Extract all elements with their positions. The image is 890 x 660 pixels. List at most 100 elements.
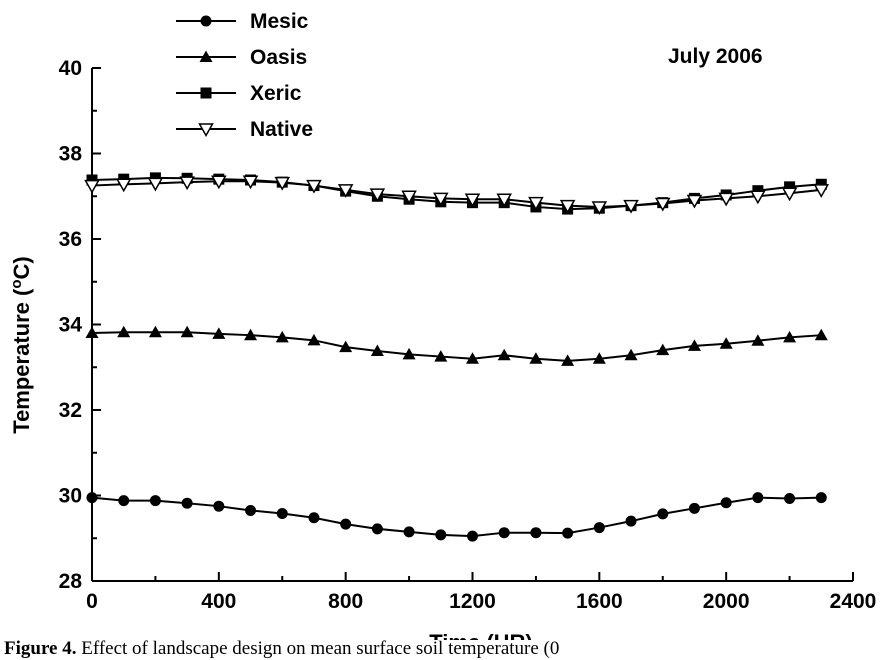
data-point-oasis bbox=[751, 334, 765, 346]
data-point-native bbox=[750, 190, 766, 205]
data-point-mesic bbox=[625, 515, 637, 527]
data-point-oasis bbox=[212, 327, 226, 339]
data-point-native bbox=[369, 188, 386, 203]
data-point-mesic bbox=[276, 507, 288, 519]
data-point-native bbox=[559, 199, 576, 214]
data-point-oasis bbox=[275, 330, 289, 343]
data-point-native bbox=[718, 192, 734, 207]
data-point-mesic bbox=[467, 530, 478, 542]
series-native bbox=[84, 175, 830, 215]
data-point-mesic bbox=[562, 527, 574, 539]
legend-item-mesic: Mesic bbox=[176, 10, 309, 33]
data-point-oasis bbox=[85, 326, 99, 339]
data-point-native bbox=[654, 197, 671, 212]
data-point-native bbox=[179, 176, 195, 191]
data-point-native bbox=[401, 190, 417, 205]
data-point-oasis bbox=[561, 354, 575, 366]
data-point-mesic bbox=[498, 527, 510, 539]
data-point-mesic bbox=[435, 529, 447, 541]
series-xeric bbox=[86, 172, 827, 215]
y-tick-label: 30 bbox=[59, 485, 82, 508]
x-axis-label: Time (HR) bbox=[429, 630, 533, 640]
data-point-native bbox=[211, 175, 227, 190]
data-point-mesic bbox=[181, 497, 193, 509]
data-point-native bbox=[813, 184, 830, 198]
series-line-oasis bbox=[91, 331, 822, 362]
data-point-mesic bbox=[752, 492, 764, 504]
data-point-native bbox=[242, 175, 259, 190]
data-point-native bbox=[496, 193, 512, 208]
legend-marker-oasis bbox=[199, 50, 213, 62]
data-point-oasis bbox=[497, 348, 511, 361]
data-point-mesic bbox=[593, 522, 605, 534]
y-tick-label: 34 bbox=[59, 314, 83, 337]
data-point-oasis bbox=[307, 333, 321, 346]
data-point-mesic bbox=[245, 504, 257, 516]
data-point-mesic bbox=[530, 527, 542, 539]
data-point-oasis bbox=[719, 337, 733, 349]
legend-label-xeric: Xeric bbox=[250, 82, 302, 105]
data-point-native bbox=[781, 187, 798, 202]
series-line-mesic bbox=[91, 496, 822, 538]
data-point-oasis bbox=[529, 352, 543, 364]
data-point-oasis bbox=[339, 340, 353, 353]
y-axis-label-part: C) bbox=[9, 256, 34, 279]
figure-caption: Figure 4. Effect of landscape design on … bbox=[4, 638, 890, 660]
data-point-oasis bbox=[117, 325, 131, 338]
figure-caption-label: Figure 4. bbox=[4, 638, 77, 659]
x-tick-label: 1200 bbox=[449, 590, 496, 613]
data-point-mesic bbox=[403, 526, 415, 538]
data-point-native bbox=[84, 179, 100, 194]
data-point-mesic bbox=[815, 492, 827, 504]
data-point-native bbox=[433, 192, 449, 207]
x-tick-label: 1600 bbox=[576, 590, 623, 613]
legend-marker-native bbox=[198, 123, 214, 138]
y-tick-label: 36 bbox=[59, 228, 82, 251]
data-point-mesic bbox=[720, 497, 732, 509]
legend-marker-xeric bbox=[200, 87, 212, 99]
data-point-oasis bbox=[370, 344, 384, 357]
data-point-mesic bbox=[213, 500, 225, 512]
legend-item-oasis: Oasis bbox=[176, 46, 307, 69]
data-point-oasis bbox=[687, 339, 701, 351]
series-mesic bbox=[86, 492, 827, 542]
data-point-native bbox=[337, 184, 354, 198]
data-point-oasis bbox=[783, 330, 797, 343]
data-point-mesic bbox=[149, 495, 161, 507]
y-tick-label: 40 bbox=[59, 57, 82, 80]
x-tick-label: 800 bbox=[328, 590, 363, 613]
x-tick-label: 2000 bbox=[703, 590, 750, 613]
data-point-native bbox=[686, 194, 703, 209]
data-point-native bbox=[147, 177, 164, 192]
data-point-native bbox=[306, 179, 322, 194]
legend-label-mesic: Mesic bbox=[250, 10, 309, 33]
legend-label-oasis: Oasis bbox=[250, 46, 307, 69]
data-point-oasis bbox=[814, 328, 828, 341]
data-point-native bbox=[115, 178, 132, 193]
data-point-native bbox=[623, 199, 639, 214]
data-point-mesic bbox=[371, 523, 383, 535]
legend-marker-mesic bbox=[200, 15, 212, 27]
data-point-oasis bbox=[592, 352, 606, 364]
series-oasis bbox=[85, 325, 828, 366]
x-tick-label: 0 bbox=[86, 590, 98, 613]
data-point-oasis bbox=[244, 328, 258, 341]
y-axis-label-part: Temperature ( bbox=[9, 288, 34, 434]
y-tick-label: 28 bbox=[59, 570, 83, 593]
data-point-oasis bbox=[148, 325, 162, 338]
series-line-native bbox=[91, 180, 822, 208]
data-point-native bbox=[274, 176, 291, 191]
series-layer bbox=[84, 172, 830, 542]
x-tick-label: 400 bbox=[201, 590, 236, 613]
data-point-xeric bbox=[784, 181, 796, 193]
y-tick-label: 38 bbox=[59, 143, 83, 166]
data-point-mesic bbox=[688, 502, 700, 514]
data-point-oasis bbox=[402, 347, 416, 360]
data-point-oasis bbox=[656, 343, 670, 356]
data-point-oasis bbox=[466, 352, 479, 364]
x-tick-label: 2400 bbox=[830, 590, 877, 613]
data-point-mesic bbox=[308, 512, 320, 524]
legend: Mesic Oasis Xeric Native bbox=[176, 10, 313, 141]
data-point-mesic bbox=[784, 492, 796, 504]
